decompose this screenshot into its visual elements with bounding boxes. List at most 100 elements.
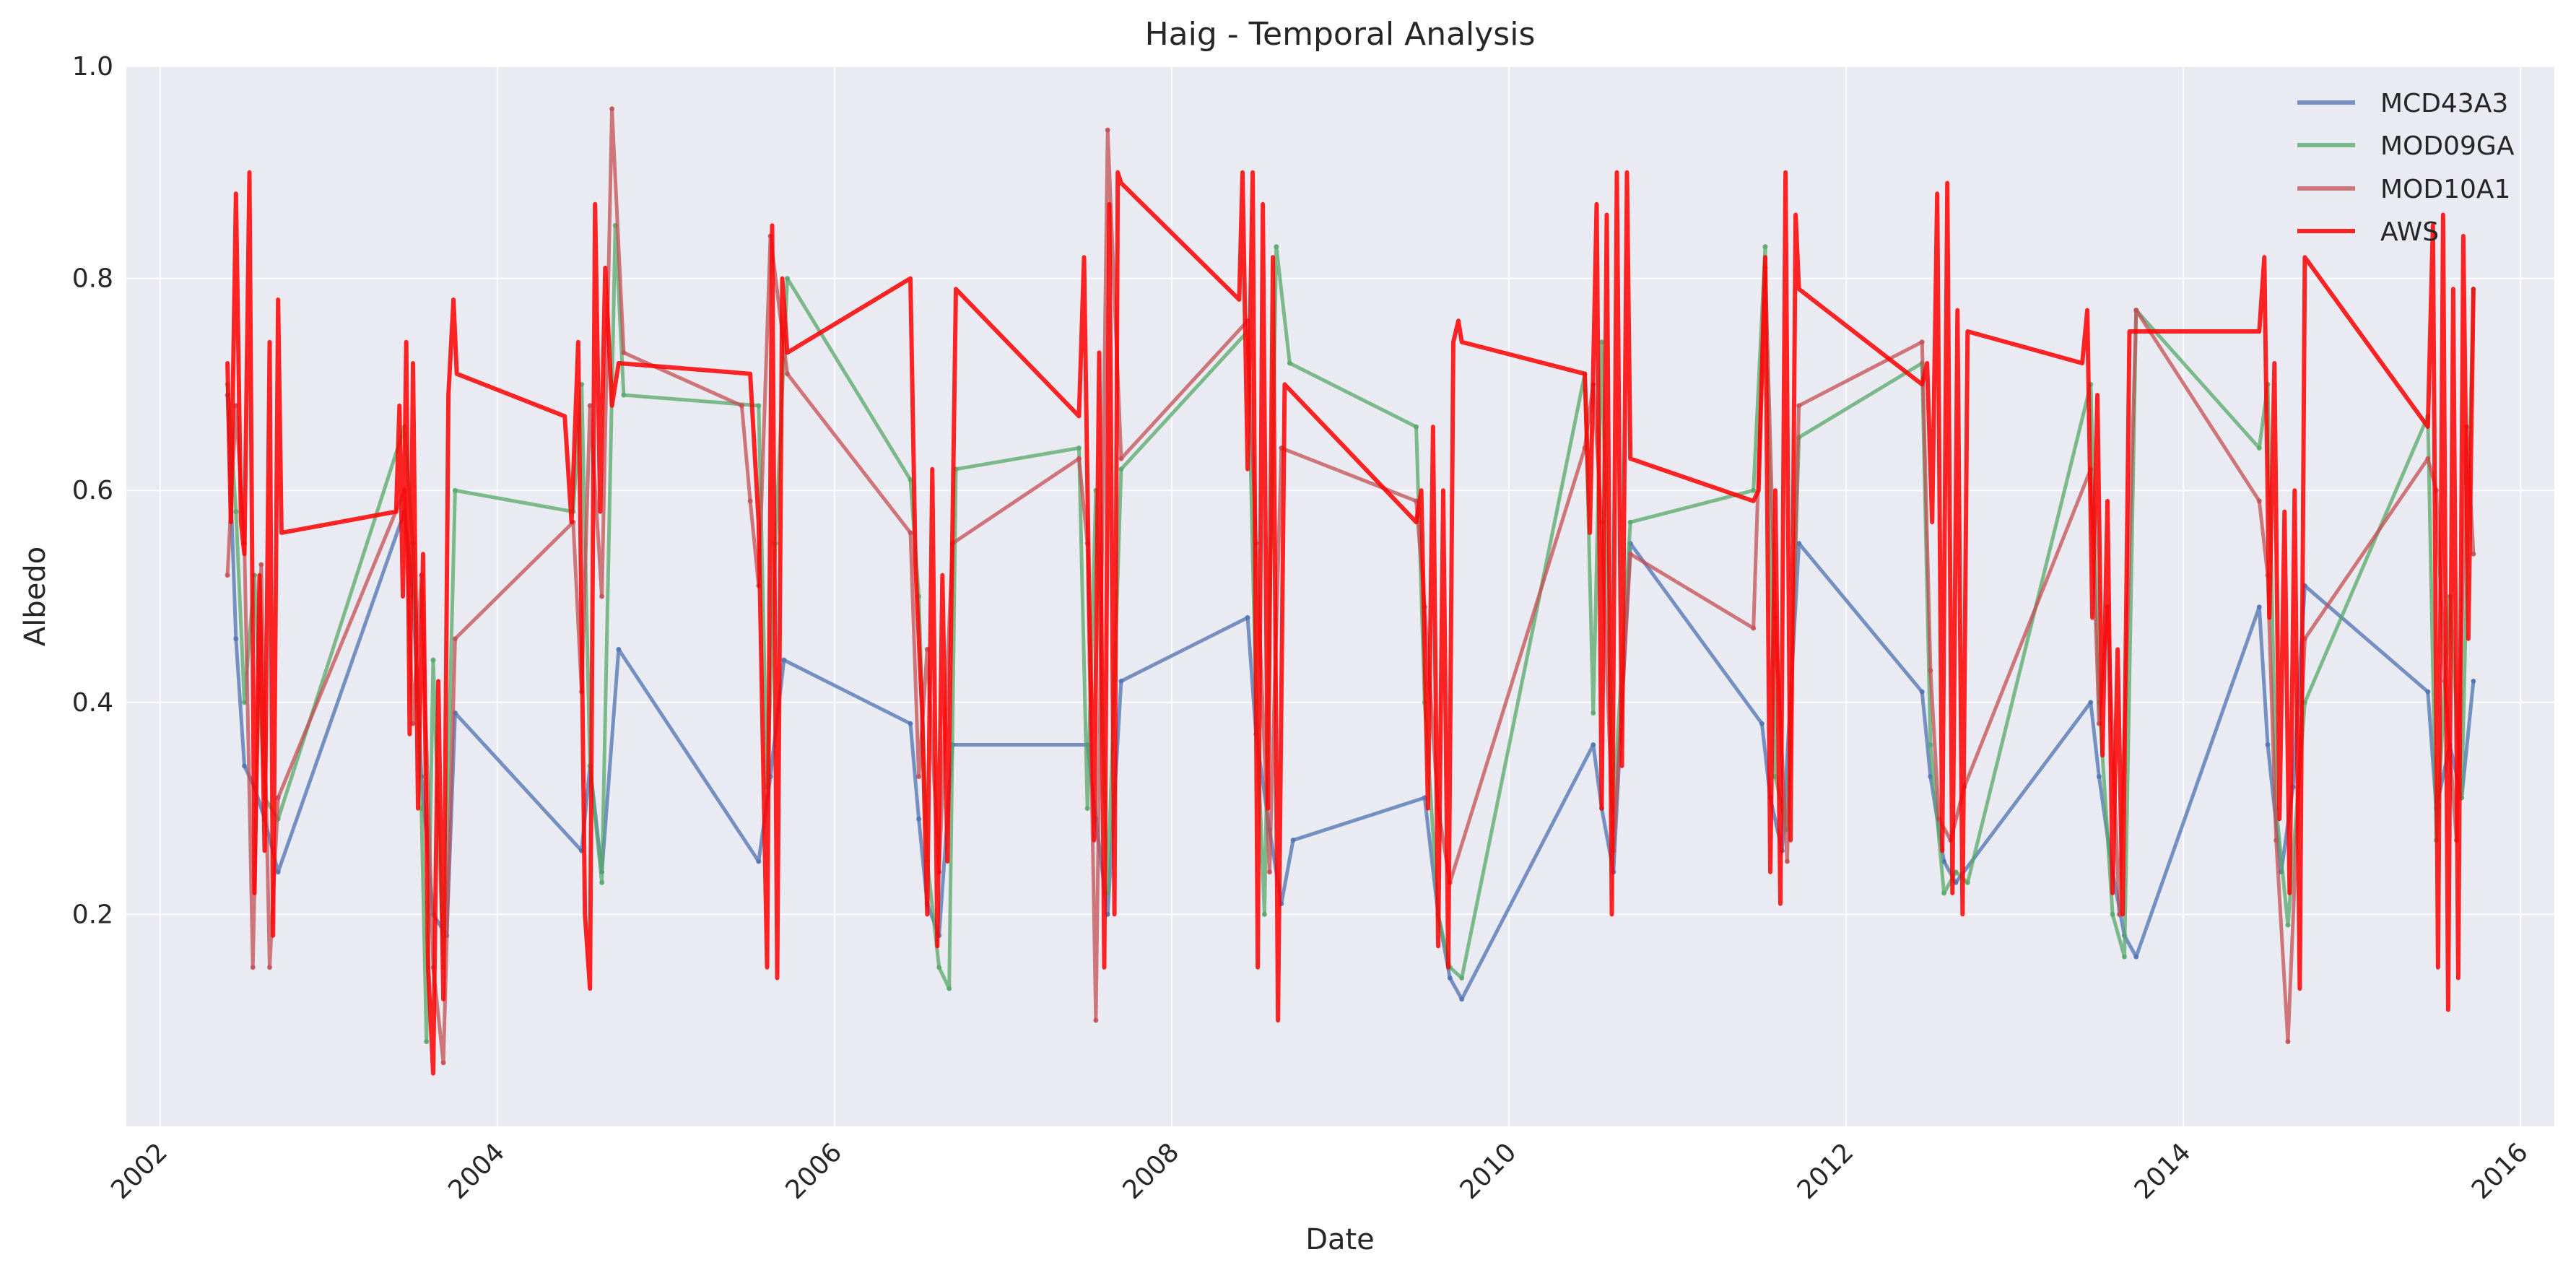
data-point-mod10a1 (1076, 456, 1082, 461)
data-point-mod09ga (947, 986, 952, 991)
data-point-mod10a1 (916, 774, 922, 780)
y-tick-label: 0.4 (72, 688, 113, 718)
data-point-mod10a1 (785, 371, 790, 377)
data-point-mod09ga (2285, 922, 2291, 928)
data-point-mcd43a3 (916, 816, 922, 822)
data-point-mod09ga (908, 477, 913, 482)
y-axis-label: Albedo (19, 547, 52, 646)
legend-label-aws: AWS (2380, 217, 2439, 247)
data-point-mcd43a3 (2256, 604, 2262, 610)
data-point-mcd43a3 (1245, 614, 1250, 620)
data-point-mcd43a3 (1796, 541, 1802, 547)
data-point-mod10a1 (2256, 498, 2262, 504)
data-point-mod10a1 (2273, 838, 2279, 843)
data-point-mod09ga (1084, 806, 1090, 812)
data-point-mod09ga (2256, 445, 2262, 451)
legend-entry-aws: AWS (2297, 217, 2439, 247)
y-tick-label: 0.8 (72, 264, 113, 294)
data-point-mcd43a3 (756, 858, 762, 864)
grid-lines (126, 66, 2554, 1126)
data-point-mod10a1 (2285, 1039, 2291, 1045)
data-point-mcd43a3 (1459, 996, 1465, 1002)
data-point-mod09ga (1591, 710, 1596, 716)
data-point-mod09ga (1274, 244, 1279, 250)
data-point-mod09ga (1414, 424, 1419, 430)
data-point-mcd43a3 (2471, 678, 2476, 684)
data-point-mcd43a3 (1919, 689, 1925, 695)
data-point-mod09ga (430, 657, 436, 663)
data-point-mod10a1 (1751, 625, 1757, 631)
data-point-mcd43a3 (233, 636, 239, 642)
data-point-mod10a1 (1919, 339, 1925, 345)
legend-entry-mod09ga: MOD09GA (2297, 131, 2515, 161)
data-point-mcd43a3 (781, 657, 787, 663)
data-point-mod10a1 (599, 594, 605, 599)
data-point-mod09ga (452, 487, 458, 493)
x-axis-label: Date (1305, 1223, 1375, 1256)
data-point-mod09ga (424, 1039, 430, 1045)
data-point-mod10a1 (440, 1060, 446, 1066)
data-point-mcd43a3 (2088, 700, 2094, 705)
data-point-mcd43a3 (2133, 954, 2139, 960)
data-point-mod09ga (1459, 975, 1465, 981)
plot-area (126, 66, 2554, 1126)
legend-label-mod09ga: MOD09GA (2380, 131, 2515, 161)
legend-entry-mcd43a3: MCD43A3 (2297, 89, 2508, 118)
data-point-mod10a1 (452, 636, 458, 642)
y-tick-label: 0.6 (72, 476, 113, 505)
data-point-mod10a1 (621, 349, 627, 355)
legend: MCD43A3 MOD09GA MOD10A1 AWS (2297, 89, 2515, 247)
data-point-mod09ga (2122, 954, 2127, 960)
data-point-mod09ga (1762, 244, 1768, 250)
data-point-mod10a1 (747, 498, 753, 504)
data-point-mod09ga (756, 403, 762, 409)
data-point-mod09ga (1772, 774, 1778, 780)
data-point-mod10a1 (1093, 1017, 1099, 1023)
data-point-mod09ga (621, 392, 627, 398)
series-line-aws (225, 170, 2476, 1076)
data-point-mod10a1 (250, 965, 256, 970)
legend-entry-mod10a1: MOD10A1 (2297, 175, 2510, 204)
data-point-mod09ga (1627, 519, 1633, 525)
data-point-mod09ga (1599, 339, 1604, 345)
data-point-mod09ga (1941, 890, 1947, 896)
data-point-mod09ga (1287, 360, 1292, 366)
data-point-mcd43a3 (1290, 838, 1296, 843)
legend-label-mcd43a3: MCD43A3 (2380, 89, 2508, 118)
data-point-mcd43a3 (1759, 721, 1765, 726)
data-point-mod10a1 (1266, 869, 1272, 875)
data-point-mcd43a3 (616, 646, 622, 652)
data-point-mod10a1 (267, 965, 272, 970)
data-point-mod10a1 (2425, 456, 2431, 461)
data-point-mcd43a3 (275, 869, 281, 875)
data-point-mod09ga (1076, 445, 1082, 451)
data-point-mod10a1 (1627, 551, 1633, 557)
data-point-mod10a1 (258, 562, 264, 568)
chart-title: Haig - Temporal Analysis (1145, 16, 1536, 53)
data-point-mod10a1 (739, 403, 744, 409)
data-point-mod10a1 (908, 530, 913, 536)
data-point-mod09ga (242, 700, 247, 705)
data-point-mcd43a3 (1591, 742, 1596, 747)
data-point-mod09ga (1964, 879, 1970, 885)
data-point-mod09ga (936, 965, 942, 970)
data-point-mod09ga (785, 276, 790, 282)
series-lines (225, 106, 2476, 1076)
data-point-mod10a1 (1784, 858, 1790, 864)
data-point-mcd43a3 (2425, 689, 2431, 695)
data-point-mod10a1 (275, 795, 281, 801)
data-point-mcd43a3 (2265, 742, 2271, 747)
data-point-mod10a1 (1796, 403, 1802, 409)
data-point-mod10a1 (2471, 551, 2476, 557)
data-point-mcd43a3 (908, 721, 913, 726)
legend-label-mod10a1: MOD10A1 (2380, 175, 2510, 204)
y-tick-labels: 0.2 0.4 0.6 0.8 1.0 (72, 52, 113, 929)
data-point-mod09ga (1261, 911, 1267, 917)
data-point-mcd43a3 (1118, 678, 1124, 684)
data-point-mod10a1 (587, 403, 593, 409)
data-point-mod09ga (1928, 742, 1933, 747)
data-point-mcd43a3 (1447, 975, 1453, 981)
data-point-mod10a1 (1105, 127, 1110, 133)
data-point-mod10a1 (2133, 308, 2139, 313)
data-point-mod09ga (233, 509, 239, 515)
